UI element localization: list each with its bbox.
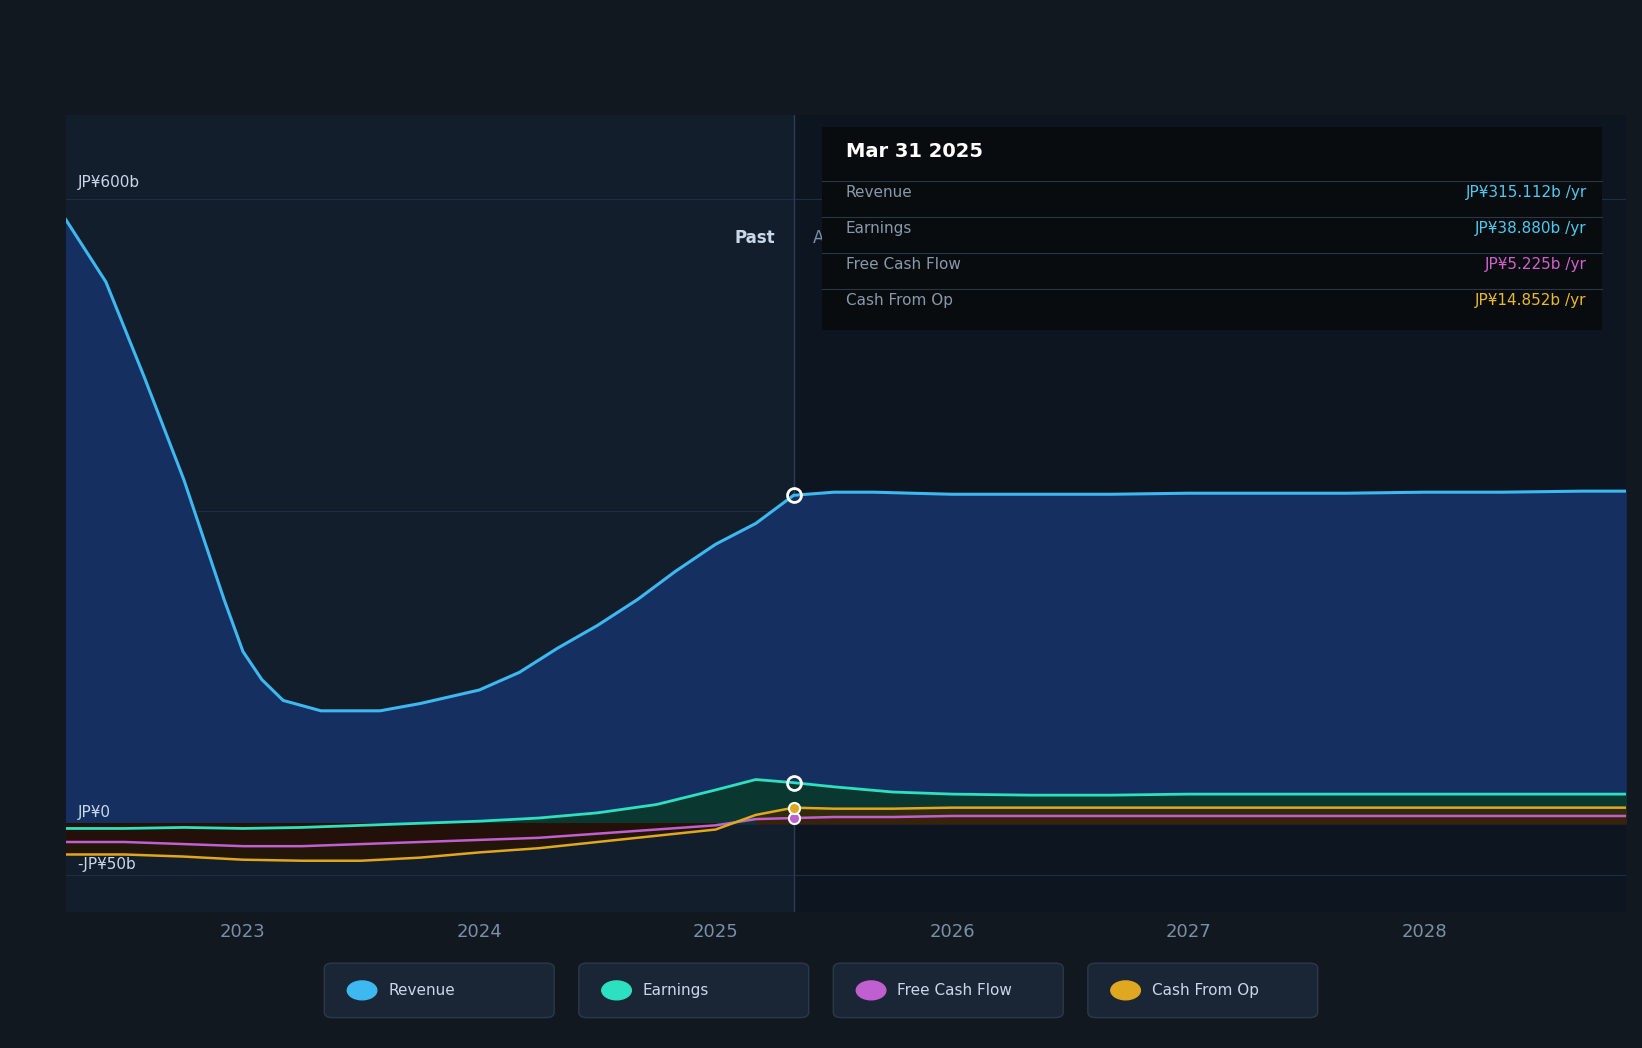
Text: JP¥5.225b /yr: JP¥5.225b /yr — [1484, 257, 1586, 272]
Text: Free Cash Flow: Free Cash Flow — [846, 257, 961, 272]
Text: Cash From Op: Cash From Op — [846, 292, 952, 308]
Text: JP¥600b: JP¥600b — [77, 175, 140, 191]
Text: Earnings: Earnings — [846, 221, 911, 236]
Text: JP¥38.880b /yr: JP¥38.880b /yr — [1475, 221, 1586, 236]
Text: Cash From Op: Cash From Op — [1153, 983, 1259, 998]
Text: Mar 31 2025: Mar 31 2025 — [846, 141, 982, 160]
Text: Past: Past — [734, 228, 775, 246]
Text: Analysts Forecasts: Analysts Forecasts — [813, 228, 967, 246]
Text: JP¥0: JP¥0 — [77, 805, 110, 821]
Text: Earnings: Earnings — [644, 983, 709, 998]
Bar — [66, 115, 793, 912]
Text: JP¥14.852b /yr: JP¥14.852b /yr — [1475, 292, 1586, 308]
Text: Free Cash Flow: Free Cash Flow — [897, 983, 1011, 998]
Text: Revenue: Revenue — [846, 185, 913, 200]
Text: Revenue: Revenue — [389, 983, 455, 998]
Text: -JP¥50b: -JP¥50b — [77, 857, 136, 872]
Bar — [793, 115, 1626, 912]
FancyBboxPatch shape — [823, 127, 1603, 330]
Text: JP¥315.112b /yr: JP¥315.112b /yr — [1465, 185, 1586, 200]
